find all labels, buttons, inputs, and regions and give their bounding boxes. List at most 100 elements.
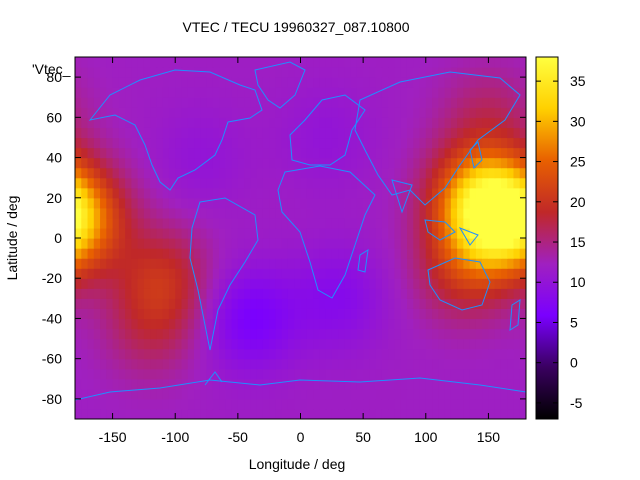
heatmap-cell [425,77,433,88]
heatmap-cell [319,238,327,249]
heatmap-cell [112,338,120,350]
heatmap-cell [225,298,233,309]
heatmap-cell [375,248,383,259]
heatmap-cell [381,368,389,380]
heatmap-cell [150,248,158,259]
heatmap-cell [400,248,408,259]
heatmap-cell [225,77,233,88]
heatmap-cell [500,177,508,189]
heatmap-cell [131,368,139,380]
heatmap-cell [494,258,502,269]
heatmap-cell [406,197,414,209]
heatmap-cell [369,117,377,128]
heatmap-cell [256,248,264,259]
heatmap-cell [375,167,383,179]
heatmap-cell [400,398,408,410]
heatmap-cell [300,127,308,139]
heatmap-cell [244,57,251,68]
heatmap-cell [513,77,521,88]
heatmap-cell [93,67,101,78]
heatmap-cell [281,117,289,128]
heatmap-cell [143,368,151,380]
heatmap-cell [187,147,195,159]
heatmap-cell [475,388,483,400]
heatmap-cell [231,67,239,78]
heatmap-cell [300,258,308,269]
heatmap-cell [106,348,114,360]
heatmap-cell [388,157,396,169]
heatmap-cell [81,157,89,169]
heatmap-cell [319,308,327,320]
heatmap-cell [363,408,371,419]
heatmap-cell [482,97,490,108]
heatmap-cell [344,167,352,179]
heatmap-cell [225,408,233,419]
heatmap-cell [381,398,389,410]
heatmap-cell [469,248,477,259]
heatmap-cell [444,368,452,380]
heatmap-cell [187,268,195,279]
heatmap-cell [237,197,245,209]
heatmap-cell [262,157,270,169]
heatmap-cell [344,318,352,330]
heatmap-cell [350,398,358,410]
heatmap-cell [438,248,446,259]
heatmap-cell [306,187,314,199]
heatmap-cell [194,268,201,279]
heatmap-cell [100,348,107,360]
heatmap-cell [237,167,245,179]
heatmap-cell [275,167,283,179]
heatmap-cell [143,358,151,370]
heatmap-cell [194,348,201,360]
heatmap-cell [237,258,245,269]
heatmap-cell [413,238,421,249]
heatmap-cell [137,167,145,179]
heatmap-cell [281,328,289,340]
heatmap-cell [118,187,126,199]
heatmap-cell [425,348,433,360]
heatmap-cell [262,197,270,209]
heatmap-cell [331,187,339,199]
heatmap-cell [225,328,233,340]
heatmap-cell [475,308,483,320]
heatmap-cell [425,157,433,169]
heatmap-cell [425,298,433,309]
heatmap-cell [256,258,264,269]
heatmap-cell [338,408,345,419]
heatmap-cell [507,187,515,199]
heatmap-cell [231,348,239,360]
heatmap-cell [325,217,333,229]
heatmap-cell [394,338,402,350]
heatmap-cell [125,358,132,370]
heatmap-cell [137,57,145,68]
heatmap-cell [219,388,226,400]
heatmap-cell [250,358,258,370]
heatmap-cell [457,298,464,309]
heatmap-cell [319,117,327,128]
heatmap-cell [100,147,107,159]
heatmap-cell [106,358,114,370]
heatmap-cell [175,127,183,139]
heatmap-cell [444,338,452,350]
heatmap-cell [444,107,452,118]
heatmap-cell [488,288,496,299]
heatmap-cell [187,207,195,219]
heatmap-cell [363,97,371,108]
heatmap-cell [231,408,239,419]
heatmap-cell [381,217,389,229]
heatmap-cell [482,358,490,370]
heatmap-cell [137,147,145,159]
heatmap-cell [406,408,414,419]
heatmap-cell [231,207,239,219]
heatmap-cell [369,358,377,370]
heatmap-cell [231,288,239,299]
heatmap-cell [200,258,208,269]
heatmap-cell [356,298,364,309]
heatmap-cell [93,87,101,98]
heatmap-cell [419,97,427,108]
heatmap-cell [425,117,433,128]
heatmap-cell [306,177,314,189]
heatmap-cell [212,157,220,169]
heatmap-cell [219,378,226,390]
heatmap-cell [413,278,421,289]
